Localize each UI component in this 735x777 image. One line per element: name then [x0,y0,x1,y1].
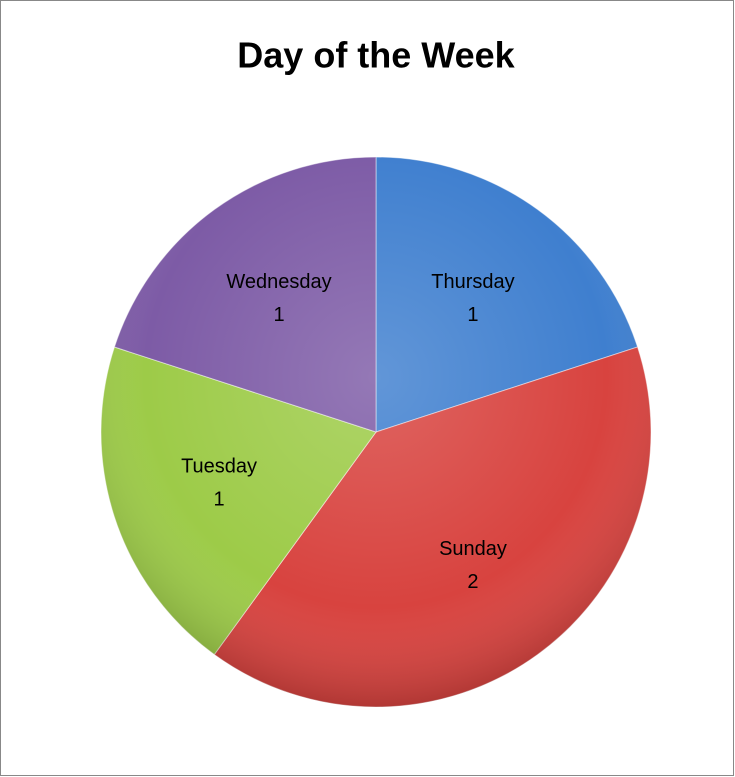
pie [100,156,652,708]
slice-category-label: Thursday [431,271,514,293]
data-labels: Thursday 1 Sunday 2 Tuesday 1 Wednesday 1 [181,271,515,593]
slice-value-label: 1 [214,488,225,510]
slice-value-label: 1 [273,304,284,326]
slice-category-label: Sunday [439,538,507,560]
slice-category-label: Wednesday [226,271,331,293]
slice-value-label: 2 [467,571,478,593]
slice-value-label: 1 [467,304,478,326]
chart-title: Day of the Week [237,35,515,76]
slice-category-label: Tuesday [181,455,257,477]
